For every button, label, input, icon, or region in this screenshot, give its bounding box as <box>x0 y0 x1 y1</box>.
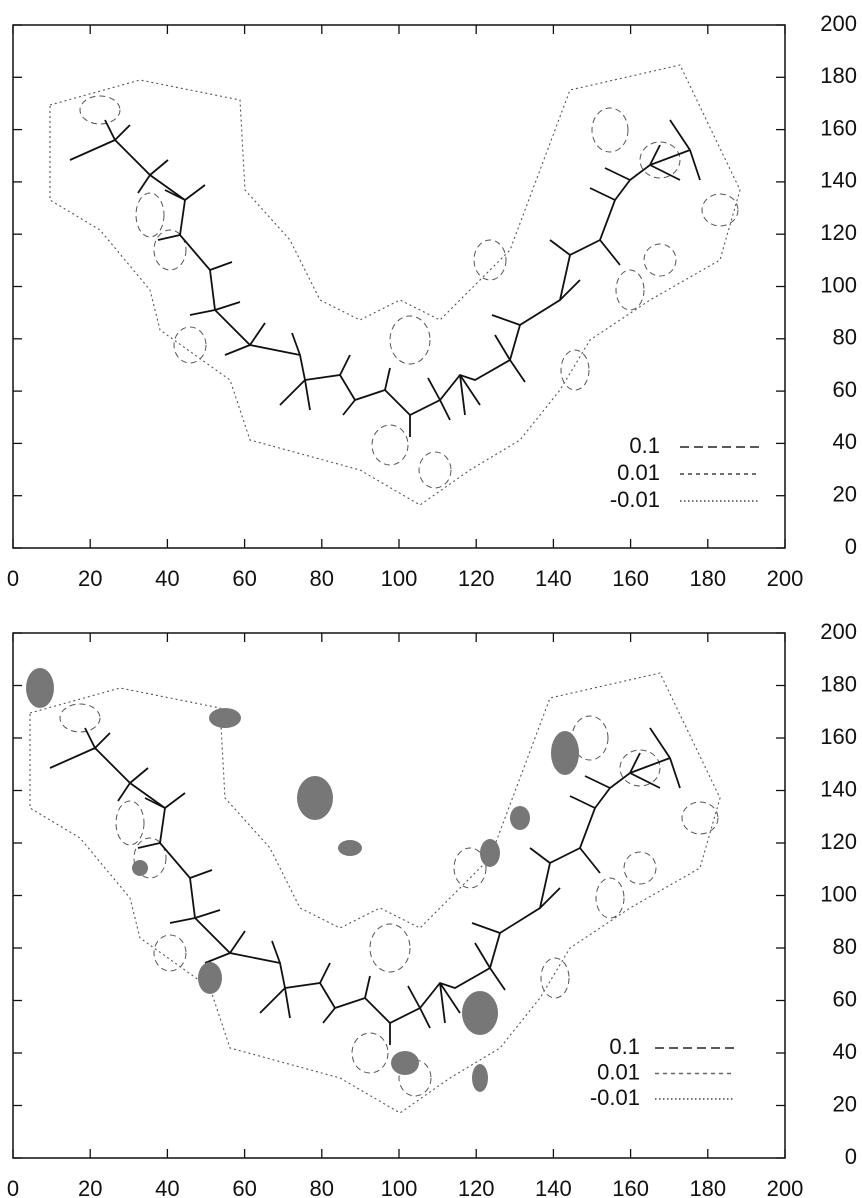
y-tick-label: 160 <box>820 115 857 140</box>
x-tick-label: 120 <box>458 566 495 591</box>
y-tick-label: 0 <box>845 1144 857 1169</box>
x-tick-label: 40 <box>155 566 179 591</box>
x-tick-label: 200 <box>767 566 804 591</box>
y-tick-label: 0 <box>845 534 857 559</box>
y-tick-label: 80 <box>833 325 857 350</box>
x-tick-label: 100 <box>381 566 418 591</box>
legend-label: 0.01 <box>617 460 660 485</box>
x-tick-label: 60 <box>232 566 256 591</box>
y-tick-label: 60 <box>833 377 857 402</box>
x-tick-label: 40 <box>155 1176 179 1198</box>
y-tick-label: 200 <box>820 11 857 36</box>
legend-label: -0.01 <box>590 1085 640 1110</box>
y-tick-label: 200 <box>820 619 857 644</box>
y-tick-label: 120 <box>820 220 857 245</box>
y-tick-label: 120 <box>820 829 857 854</box>
y-tick-label: 180 <box>820 63 857 88</box>
x-tick-label: 20 <box>78 566 102 591</box>
y-tick-label: 100 <box>820 881 857 906</box>
y-tick-label: 140 <box>820 776 857 801</box>
plot-frame <box>13 25 785 548</box>
y-tick-label: 20 <box>833 1091 857 1116</box>
x-tick-label: 140 <box>535 1176 572 1198</box>
x-tick-label: 200 <box>767 1176 804 1198</box>
legend-label: 0.01 <box>597 1059 640 1084</box>
y-tick-label: 100 <box>820 272 857 297</box>
x-tick-label: 80 <box>310 1176 334 1198</box>
y-tick-label: 80 <box>833 934 857 959</box>
y-tick-label: 40 <box>833 429 857 454</box>
y-tick-label: 20 <box>833 482 857 507</box>
x-tick-label: 180 <box>689 1176 726 1198</box>
x-tick-label: 60 <box>232 1176 256 1198</box>
x-tick-label: 0 <box>7 566 19 591</box>
y-tick-label: 160 <box>820 724 857 749</box>
x-tick-label: 20 <box>78 1176 102 1198</box>
x-tick-label: 180 <box>689 566 726 591</box>
y-tick-label: 40 <box>833 1039 857 1064</box>
y-tick-label: 60 <box>833 986 857 1011</box>
x-tick-label: 140 <box>535 566 572 591</box>
figure: 0204060801001201401601802000204060801001… <box>0 0 862 1198</box>
x-tick-label: 160 <box>612 566 649 591</box>
legend-label: 0.1 <box>609 1034 640 1059</box>
x-tick-label: 100 <box>381 1176 418 1198</box>
x-tick-label: 0 <box>7 1176 19 1198</box>
legend-label: 0.1 <box>629 433 660 458</box>
x-tick-label: 80 <box>310 566 334 591</box>
y-tick-label: 180 <box>820 671 857 696</box>
x-tick-label: 160 <box>612 1176 649 1198</box>
x-tick-label: 120 <box>458 1176 495 1198</box>
legend-label: -0.01 <box>610 487 660 512</box>
y-tick-label: 140 <box>820 168 857 193</box>
